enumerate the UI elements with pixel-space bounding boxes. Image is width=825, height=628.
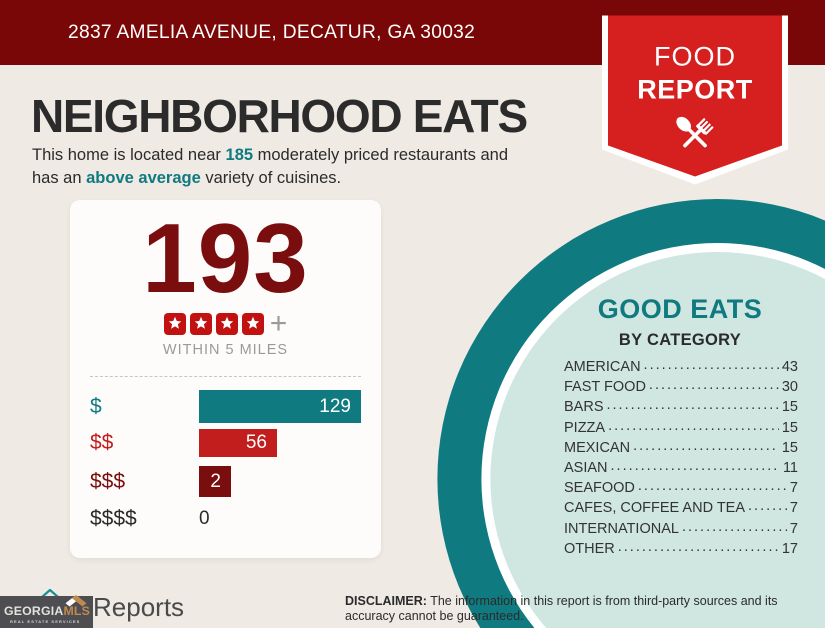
svg-text:FOOD: FOOD xyxy=(654,42,736,72)
svg-text:REPORT: REPORT xyxy=(637,75,753,105)
